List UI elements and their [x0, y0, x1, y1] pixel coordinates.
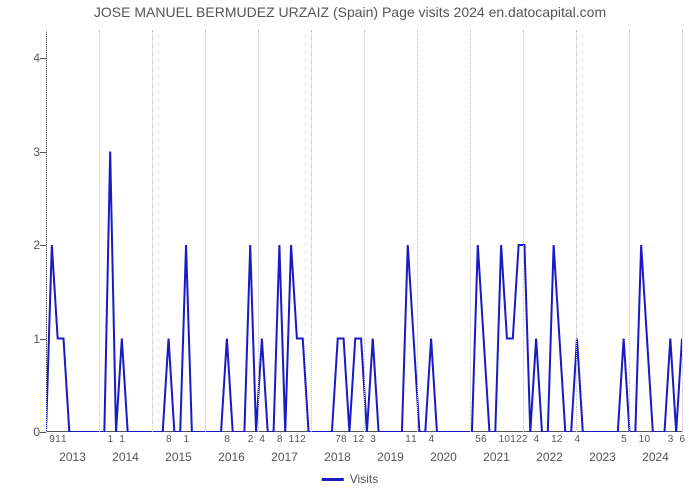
year-gridline: [364, 30, 365, 432]
value-label: 1: [119, 434, 124, 445]
year-gridline: [682, 30, 683, 432]
year-label: 2014: [112, 450, 139, 464]
value-label: 1: [294, 434, 299, 445]
ytick-mark: [40, 432, 46, 433]
year-label: 2020: [430, 450, 457, 464]
year-label: 2013: [59, 450, 86, 464]
legend-label: Visits: [350, 472, 378, 486]
value-label: 1: [510, 434, 515, 445]
value-label: 8: [166, 434, 171, 445]
year-label: 2016: [218, 450, 245, 464]
value-label: 8: [341, 434, 346, 445]
value-label: 4: [534, 434, 539, 445]
year-label: 2023: [589, 450, 616, 464]
plot-area: 0123420132014201520162017201820192020202…: [46, 30, 682, 432]
ytick-label: 0: [33, 425, 40, 439]
year-gridline: [523, 30, 524, 432]
value-label: 4: [259, 434, 264, 445]
value-label: 1: [353, 434, 358, 445]
year-gridline: [311, 30, 312, 432]
value-label: 3: [370, 434, 375, 445]
ytick-label: 2: [33, 238, 40, 252]
chart-title: JOSE MANUEL BERMUDEZ URZAIZ (Spain) Page…: [0, 4, 700, 20]
year-gridline: [576, 30, 577, 432]
value-label: 1: [551, 434, 556, 445]
ytick-label: 1: [33, 332, 40, 346]
value-label: 2: [248, 434, 253, 445]
value-label: 1: [289, 434, 294, 445]
value-label: 6: [679, 434, 684, 445]
value-label: 1: [61, 434, 66, 445]
value-label: 2: [359, 434, 364, 445]
year-gridline: [417, 30, 418, 432]
value-label: 1: [405, 434, 410, 445]
value-label: 2: [300, 434, 305, 445]
year-label: 2019: [377, 450, 404, 464]
year-label: 2015: [165, 450, 192, 464]
year-label: 2024: [642, 450, 669, 464]
value-label: 6: [481, 434, 486, 445]
value-label: 8: [277, 434, 282, 445]
year-gridline: [99, 30, 100, 432]
year-label: 2022: [536, 450, 563, 464]
year-gridline: [46, 30, 47, 432]
value-label: 1: [184, 434, 189, 445]
value-label: 8: [224, 434, 229, 445]
value-label: 1: [55, 434, 60, 445]
ytick-label: 3: [33, 145, 40, 159]
value-label: 2: [522, 434, 527, 445]
year-gridline: [152, 30, 153, 432]
value-label: 1: [108, 434, 113, 445]
year-gridline: [470, 30, 471, 432]
value-label: 4: [574, 434, 579, 445]
value-label: 0: [644, 434, 649, 445]
value-label: 9: [49, 434, 54, 445]
year-gridline: [205, 30, 206, 432]
value-label: 5: [621, 434, 626, 445]
value-label: 2: [557, 434, 562, 445]
value-label: 1: [499, 434, 504, 445]
legend: Visits: [322, 472, 378, 486]
value-label: 1: [411, 434, 416, 445]
ytick-label: 4: [33, 51, 40, 65]
year-label: 2021: [483, 450, 510, 464]
year-gridline: [258, 30, 259, 432]
value-label: 7: [335, 434, 340, 445]
year-label: 2018: [324, 450, 351, 464]
legend-swatch: [322, 478, 344, 481]
year-gridline: [629, 30, 630, 432]
value-label: 3: [668, 434, 673, 445]
value-label: 0: [504, 434, 509, 445]
value-label: 5: [475, 434, 480, 445]
value-label: 2: [516, 434, 521, 445]
year-label: 2017: [271, 450, 298, 464]
value-label: 1: [639, 434, 644, 445]
value-label: 4: [429, 434, 434, 445]
